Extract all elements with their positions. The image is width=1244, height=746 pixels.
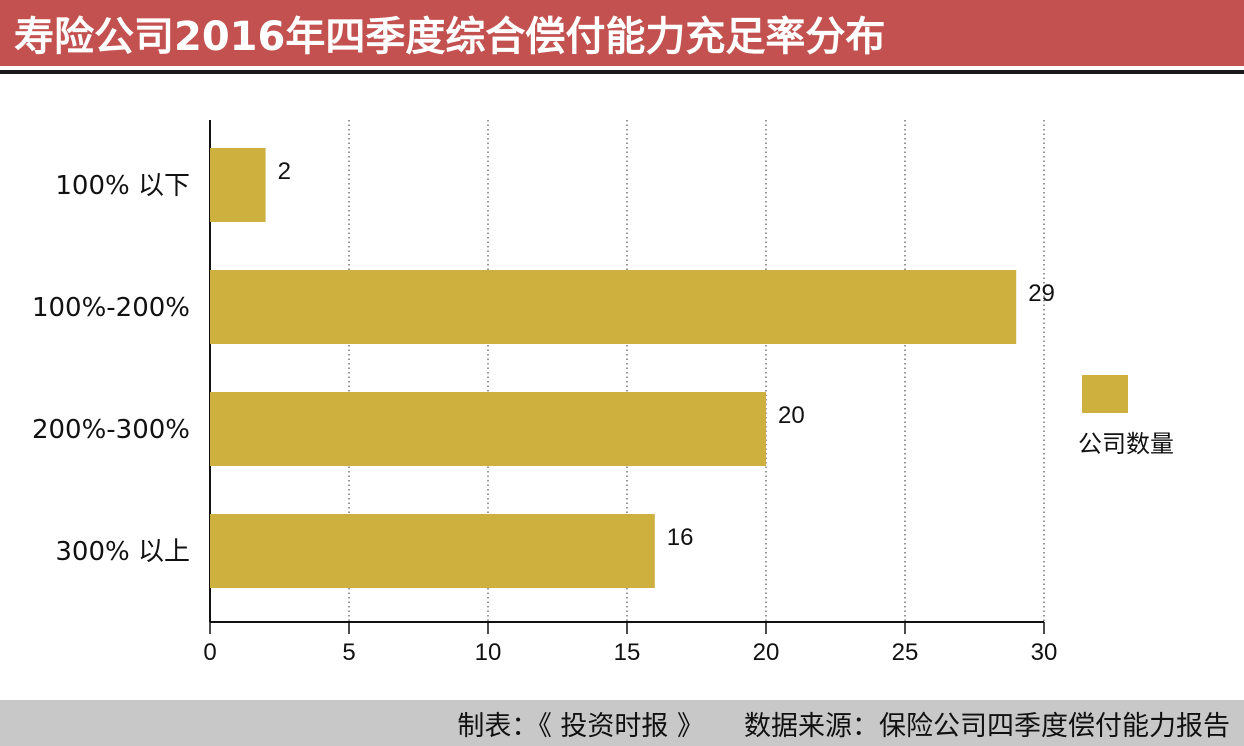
data-label: 16 — [667, 524, 694, 551]
title-bar: 寿险公司2016年四季度综合偿付能力充足率分布 — [0, 0, 1244, 66]
data-label: 2 — [278, 158, 291, 185]
bar — [210, 148, 266, 222]
footer-text: 制表：《 投资时报 》 数据来源：保险公司四季度偿付能力报告 — [457, 704, 1230, 743]
x-tick-label: 0 — [203, 639, 216, 666]
bar — [210, 270, 1017, 344]
legend-swatch — [1082, 375, 1128, 413]
category-label: 200%-300% — [32, 415, 190, 445]
bar — [210, 392, 766, 466]
data-label: 29 — [1028, 280, 1055, 307]
title-divider — [0, 70, 1244, 74]
chart-title: 寿险公司2016年四季度综合偿付能力充足率分布 — [14, 14, 886, 60]
category-label: 100%-200% — [32, 293, 190, 323]
x-tick-label: 5 — [342, 639, 355, 666]
x-tick-label: 20 — [753, 639, 780, 666]
footer-source: 数据来源：保险公司四季度偿付能力报告 — [744, 711, 1230, 742]
x-tick-label: 10 — [475, 639, 502, 666]
bar — [210, 514, 655, 588]
bar-chart: 0 5 10 15 20 25 30 100% 以下 2 100%-200% 29 200%-300%… — [32, 120, 1058, 666]
data-label: 20 — [778, 402, 805, 429]
x-tick-label: 15 — [614, 639, 641, 666]
x-tick-label: 30 — [1031, 639, 1058, 666]
category-label: 100% 以下 — [55, 171, 190, 201]
x-tick-label: 25 — [892, 639, 919, 666]
category-label: 300% 以上 — [55, 537, 190, 567]
footer-maker: 制表：《 投资时报 》 — [457, 711, 704, 742]
legend-label: 公司数量 — [1078, 430, 1174, 458]
footer: 制表：《 投资时报 》 数据来源：保险公司四季度偿付能力报告 — [0, 700, 1244, 746]
